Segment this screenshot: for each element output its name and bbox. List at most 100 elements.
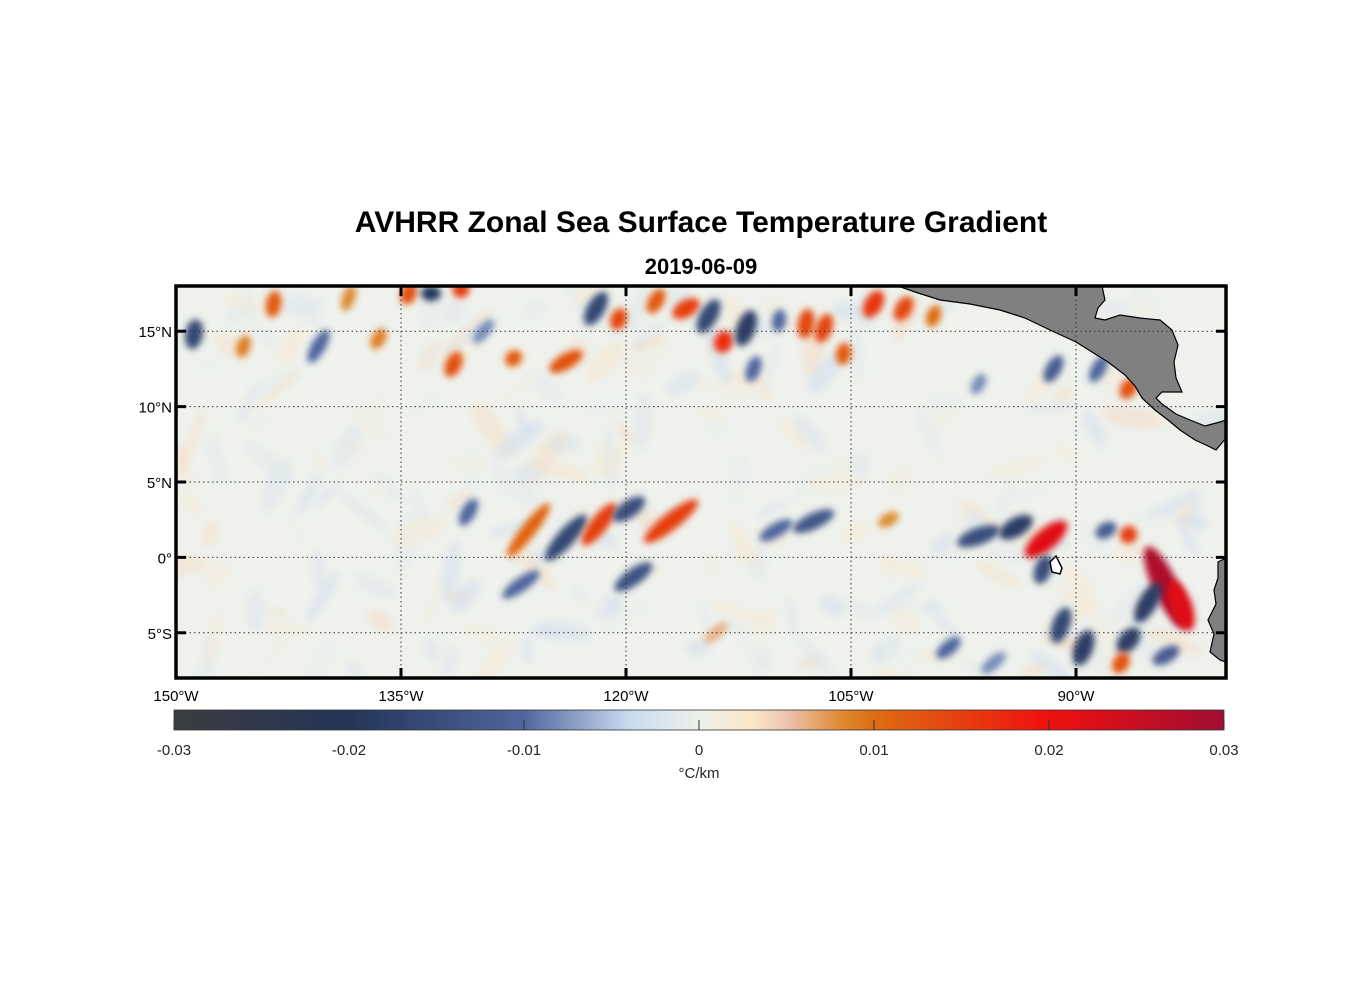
noise-blob (424, 581, 441, 630)
noise-blob (206, 566, 222, 597)
noise-blob (344, 406, 398, 444)
noise-blob (176, 466, 195, 483)
gradient-feature (999, 514, 1033, 540)
noise-blob (666, 370, 700, 397)
gradient-feature (421, 286, 441, 302)
gradient-feature (612, 496, 646, 522)
noise-blob (774, 288, 787, 309)
colorbar: -0.03 -0.02 -0.01 0 0.01 0.02 0.03 °C/km (157, 709, 1239, 782)
noise-blob (249, 419, 269, 431)
noise-blob (757, 607, 777, 628)
gradient-feature (792, 509, 835, 534)
gradient-feature (1119, 525, 1138, 544)
noise-blob (443, 300, 465, 324)
noise-blob (450, 579, 481, 613)
noise-blob (726, 455, 749, 504)
gradient-feature (1134, 582, 1162, 623)
noise-blob (627, 286, 649, 337)
gradient-feature (1088, 355, 1109, 383)
noise-blob (807, 354, 841, 395)
noise-blob (253, 325, 274, 346)
gradient-feature (236, 335, 251, 358)
noise-blob (530, 371, 565, 408)
noise-blob (279, 327, 303, 365)
noise-blob (808, 297, 828, 318)
noise-blob (705, 324, 731, 385)
lat-tick-label: 5°N (147, 475, 172, 492)
noise-blob (749, 545, 768, 581)
lon-tick-label: 150°W (153, 688, 199, 705)
noise-blob (761, 341, 781, 391)
noise-blob (629, 334, 669, 352)
noise-blob (997, 481, 1020, 505)
gradient-feature (1043, 355, 1064, 383)
gradient-feature (1024, 520, 1068, 559)
noise-blob (373, 471, 407, 505)
noise-blob (475, 636, 515, 678)
colorbar-tick-label: -0.02 (332, 742, 366, 759)
noise-blob (189, 358, 224, 374)
noise-blob (985, 543, 1038, 562)
lat-tick-label: 15°N (138, 324, 172, 341)
noise-blob (915, 406, 942, 460)
noise-blob (1124, 508, 1169, 541)
noise-blob (1087, 647, 1108, 670)
lon-tick-label: 90°W (1058, 688, 1096, 705)
noise-blob (696, 602, 713, 633)
noise-blob (1106, 581, 1145, 627)
noise-blob (367, 609, 394, 633)
gradient-feature (609, 308, 628, 331)
noise-blob (709, 601, 769, 626)
noise-blob (1148, 628, 1203, 656)
noise-blob (202, 612, 223, 667)
noise-blob (441, 645, 458, 678)
gradient-feature (458, 498, 479, 526)
lon-tick-label: 105°W (828, 688, 874, 705)
noise-blob (1101, 405, 1163, 429)
colorbar-ticks: -0.03 -0.02 -0.01 0 0.01 0.02 0.03 (157, 720, 1239, 759)
noise-blob (464, 563, 510, 574)
noise-blob (314, 479, 343, 508)
noise-blob (586, 341, 623, 383)
noise-blob (224, 303, 249, 327)
noise-blob (879, 554, 900, 578)
noise-blob (178, 491, 202, 515)
gradient-feature (835, 342, 852, 366)
gradient-feature (184, 319, 204, 350)
noise-blob (987, 457, 1045, 478)
noise-blob (305, 636, 336, 678)
noise-blob (946, 535, 961, 560)
noise-blob (930, 602, 962, 649)
noise-blob (605, 596, 622, 620)
noise-blob (529, 448, 583, 477)
gradient-feature (1095, 521, 1117, 539)
noise-blob (521, 301, 545, 320)
colorbar-tick-label: 0 (695, 742, 703, 759)
gradient-feature (714, 330, 733, 353)
gradient-feature (936, 636, 961, 659)
gradient-feature (1112, 652, 1130, 674)
noise-blob (410, 388, 440, 417)
noise-blob (1174, 515, 1210, 528)
noise-blob (849, 319, 864, 382)
gradient-feature (643, 499, 699, 544)
gradient-feature (614, 562, 653, 592)
noise-blob (881, 641, 924, 660)
noise-blob (820, 596, 845, 616)
gradient-feature (549, 349, 583, 373)
noise-blob (594, 593, 616, 619)
noise-blob (422, 637, 442, 662)
noise-blob (249, 634, 294, 678)
noise-blob (1045, 581, 1073, 603)
gradient-feature (370, 328, 387, 350)
noise-blob (796, 656, 822, 669)
background-noise (176, 286, 1226, 678)
noise-blob (182, 407, 206, 466)
gradient-feature (400, 286, 417, 305)
gradient-feature (957, 525, 1000, 548)
noise-blob (338, 492, 388, 532)
noise-blob (1177, 518, 1198, 557)
gradient-feature (745, 356, 762, 382)
gradient-feature (1152, 645, 1180, 666)
